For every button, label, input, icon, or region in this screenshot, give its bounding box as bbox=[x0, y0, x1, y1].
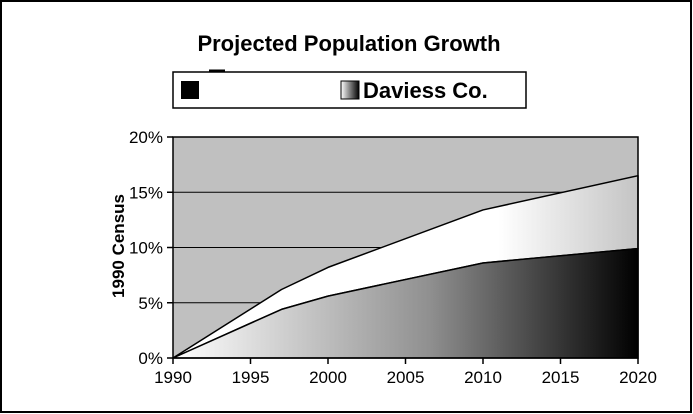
y-axis-label: 1990 Census bbox=[109, 194, 128, 298]
y-axis: 0% 5% 10% 15% 20% bbox=[129, 128, 173, 368]
y-tick-label: 0% bbox=[138, 349, 163, 368]
x-tick-label: 2015 bbox=[542, 368, 580, 387]
y-tick-label: 10% bbox=[129, 239, 163, 258]
y-tick-label: 15% bbox=[129, 183, 163, 202]
legend: Daviess Co. bbox=[172, 69, 527, 109]
x-tick-label: 2010 bbox=[464, 368, 502, 387]
chart-title: Projected Population Growth bbox=[197, 31, 500, 56]
x-tick-label: 2000 bbox=[309, 368, 347, 387]
legend-label-daviess-co: Daviess Co. bbox=[363, 78, 488, 103]
x-axis: 1990 1995 2000 2005 2010 2015 2020 bbox=[154, 358, 657, 387]
x-tick-label: 2020 bbox=[619, 368, 657, 387]
legend-swatch-unnamed-series bbox=[181, 81, 199, 99]
x-tick-label: 1995 bbox=[232, 368, 270, 387]
y-tick-label: 20% bbox=[129, 128, 163, 147]
x-tick-label: 2005 bbox=[387, 368, 425, 387]
legend-swatch-daviess-co bbox=[340, 80, 360, 100]
x-tick-label: 1990 bbox=[154, 368, 192, 387]
y-tick-label: 5% bbox=[138, 294, 163, 313]
